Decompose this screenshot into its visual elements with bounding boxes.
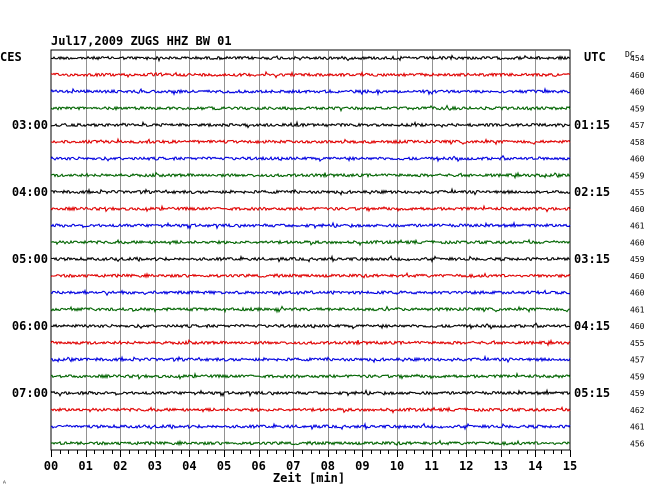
trace-line [50, 322, 571, 331]
x-tick-label: 10 [390, 459, 404, 473]
dc-value: 460 [630, 155, 645, 164]
dc-value: 460 [630, 289, 645, 298]
dc-value: 460 [630, 322, 645, 331]
dc-value: 461 [630, 423, 645, 432]
x-tick-label: 05 [217, 459, 231, 473]
left-time-label: 03:00 [12, 118, 48, 132]
x-tick-label: 14 [528, 459, 542, 473]
trace-line [50, 187, 571, 197]
trace-line [51, 54, 571, 63]
plot-frame [50, 49, 571, 451]
x-tick-label: 11 [424, 459, 438, 473]
dc-header: DC [625, 50, 635, 59]
x-axis: 00 01 02 03 04 05 06 07 08 09 10 11 12 13 14 15 [44, 450, 577, 473]
right-time-label: 01:15 [574, 118, 610, 132]
left-time-label: 04:00 [12, 185, 48, 199]
dc-value: 462 [630, 406, 645, 415]
dc-value: 459 [630, 171, 645, 180]
x-tick-label: 12 [459, 459, 473, 473]
trace-line [50, 288, 571, 297]
trace-line [50, 305, 571, 314]
x-tick-label: 15 [563, 459, 577, 473]
right-time-label: 02:15 [574, 185, 610, 199]
trace-line [50, 354, 571, 364]
right-time-label: 04:15 [574, 319, 610, 333]
left-time-label: 06:00 [12, 319, 48, 333]
right-time-label: 03:15 [574, 252, 610, 266]
trace-line [50, 204, 571, 213]
dc-value: 460 [630, 238, 645, 247]
dc-value: 459 [630, 372, 645, 381]
trace-line [50, 338, 571, 347]
grid-lines [50, 49, 571, 451]
trace-line [50, 254, 571, 264]
trace-line [50, 120, 571, 129]
dc-value: 458 [630, 138, 645, 147]
x-tick-label: 01 [78, 459, 92, 473]
x-tick-label: 00 [44, 459, 58, 473]
footer-mark: ᴬ [2, 479, 7, 488]
trace-line [50, 371, 571, 381]
dc-value: 461 [630, 222, 645, 231]
dc-value: 460 [630, 205, 645, 214]
dc-value: 459 [630, 104, 645, 113]
x-tick-label: 13 [494, 459, 508, 473]
dc-value: 459 [630, 255, 645, 264]
trace-line [50, 154, 571, 163]
trace-line [51, 137, 571, 146]
trace-line [51, 238, 571, 247]
dc-value: 455 [630, 339, 645, 348]
x-axis-label: Zeit [min] [273, 471, 345, 485]
x-tick-label: 03 [148, 459, 162, 473]
dc-value: 456 [630, 439, 645, 448]
trace-line [50, 271, 571, 279]
left-time-label: 07:00 [12, 386, 48, 400]
x-tick-label: 08 [321, 459, 335, 473]
dc-value: 460 [630, 71, 645, 80]
x-tick-label: 09 [355, 459, 369, 473]
right-time-label: 05:15 [574, 386, 610, 400]
trace-line [50, 405, 571, 414]
dc-values: 454 460 460 459 457 458 460 459 455 460 461 460 459 4… [630, 54, 645, 448]
dc-value: 455 [630, 188, 645, 197]
trace-line [50, 439, 571, 447]
right-axis-label: UTC [584, 50, 606, 64]
right-time-labels: 01:15 02:15 03:15 04:15 05:15 [574, 118, 610, 400]
x-tick-label: 04 [182, 459, 196, 473]
dc-value: 459 [630, 389, 645, 398]
trace-line [50, 388, 571, 398]
x-tick-label: 06 [251, 459, 265, 473]
dc-value: 457 [630, 356, 645, 365]
traces [50, 54, 571, 447]
dc-value: 460 [630, 88, 645, 97]
chart-title: Jul17,2009 ZUGS HHZ BW 01 [51, 34, 232, 48]
dc-value: 461 [630, 305, 645, 314]
trace-line [50, 87, 571, 97]
trace-line [50, 104, 571, 113]
trace-line [50, 70, 571, 79]
x-tick-label: 07 [286, 459, 300, 473]
dc-value: 460 [630, 272, 645, 281]
dc-value: 457 [630, 121, 645, 130]
trace-line [50, 421, 571, 431]
left-time-label: 05:00 [12, 252, 48, 266]
dc-value: 454 [630, 54, 645, 63]
left-axis-label: CES [0, 50, 22, 64]
x-tick-label: 02 [113, 459, 127, 473]
trace-line [50, 220, 571, 230]
left-time-labels: 03:00 04:00 05:00 06:00 07:00 [12, 118, 48, 400]
trace-line [50, 171, 571, 180]
